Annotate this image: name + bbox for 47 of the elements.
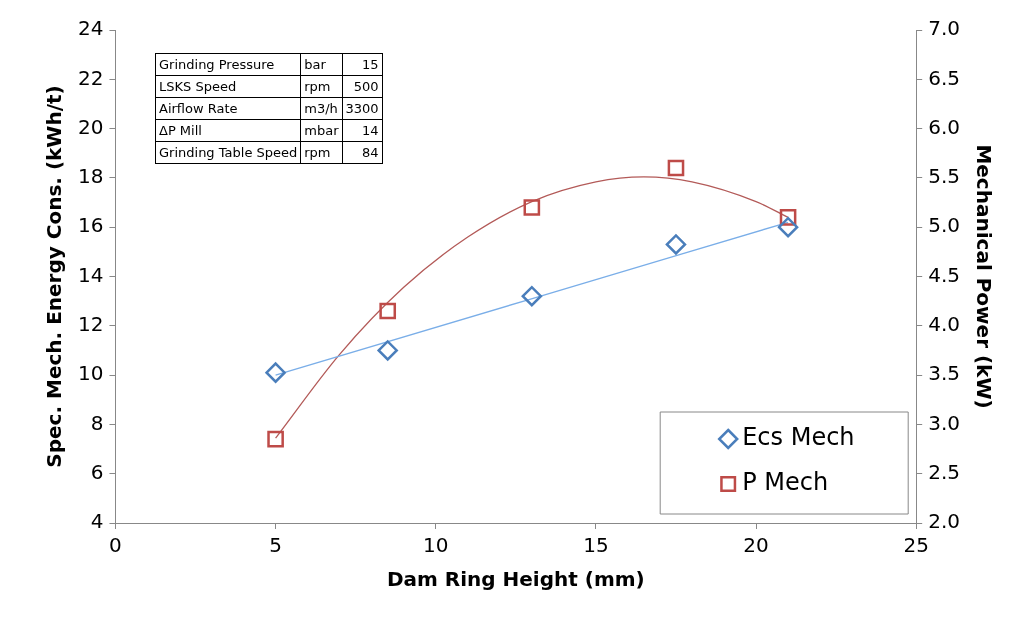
x-axis-title: Dam Ring Height (mm) (386, 567, 645, 592)
y-tick-label: 8 (90, 410, 104, 435)
y2-tick-label: 5.0 (928, 213, 961, 238)
x-tick-label: 20 (743, 533, 769, 558)
y-tick-label: 24 (78, 16, 104, 41)
y-tick-label: 12 (78, 312, 104, 336)
point (379, 302, 397, 320)
y-axis-title: Spec. Mech. Energy Cons. (kWh/t) (42, 85, 67, 468)
y-tick-label: 20 (78, 114, 104, 139)
point (265, 362, 286, 383)
y2-tick-label: 6.0 (928, 114, 961, 139)
text: Grinding Pressure bar 15 (159, 57, 379, 72)
point (377, 340, 398, 361)
y2-tick-label: 4.0 (928, 312, 961, 336)
text: Grinding Table Speed rpm 84 (159, 145, 379, 160)
y2-tick-label: 2.0 (928, 509, 961, 534)
y2-tick-label: 5.5 (928, 164, 961, 189)
x-tick-label: 0 (109, 533, 122, 558)
text: Airflow Rate m3/h 3300 (159, 101, 379, 116)
y-tick-label: 16 (78, 213, 104, 238)
point (777, 216, 799, 238)
y2-tick-label: 4.5 (928, 262, 961, 287)
y2-tick-label: 7.0 (928, 16, 961, 41)
x-tick-label: 25 (903, 533, 929, 558)
y2-axis-title: Mechanical Power (kW) (971, 144, 996, 409)
y2-tick-label: 3.0 (928, 410, 961, 435)
y-tick-label: 22 (78, 65, 104, 90)
point (267, 430, 284, 448)
text: ΔP Mill mbar 14 (159, 123, 379, 138)
y2-tick-label: 2.5 (928, 459, 961, 484)
legend-label: P Mech (742, 468, 829, 497)
y-tick-label: 6 (90, 459, 104, 484)
legend-label: Ecs Mech (742, 423, 855, 452)
point (523, 199, 541, 216)
text: LSKS Speed rpm 500 (159, 79, 379, 94)
point (667, 159, 685, 177)
x-tick-label: 5 (269, 533, 282, 558)
x-tick-label: 15 (583, 533, 609, 558)
x-tick-label: 10 (423, 533, 449, 558)
y-tick-label: 10 (78, 361, 104, 386)
point (521, 285, 543, 307)
y-tick-label: 14 (78, 262, 104, 287)
y2-tick-label: 6.5 (928, 65, 961, 90)
y-tick-label: 18 (78, 164, 104, 189)
point (665, 234, 687, 255)
y-tick-label: 4 (90, 509, 104, 534)
y2-tick-label: 3.5 (928, 361, 961, 386)
